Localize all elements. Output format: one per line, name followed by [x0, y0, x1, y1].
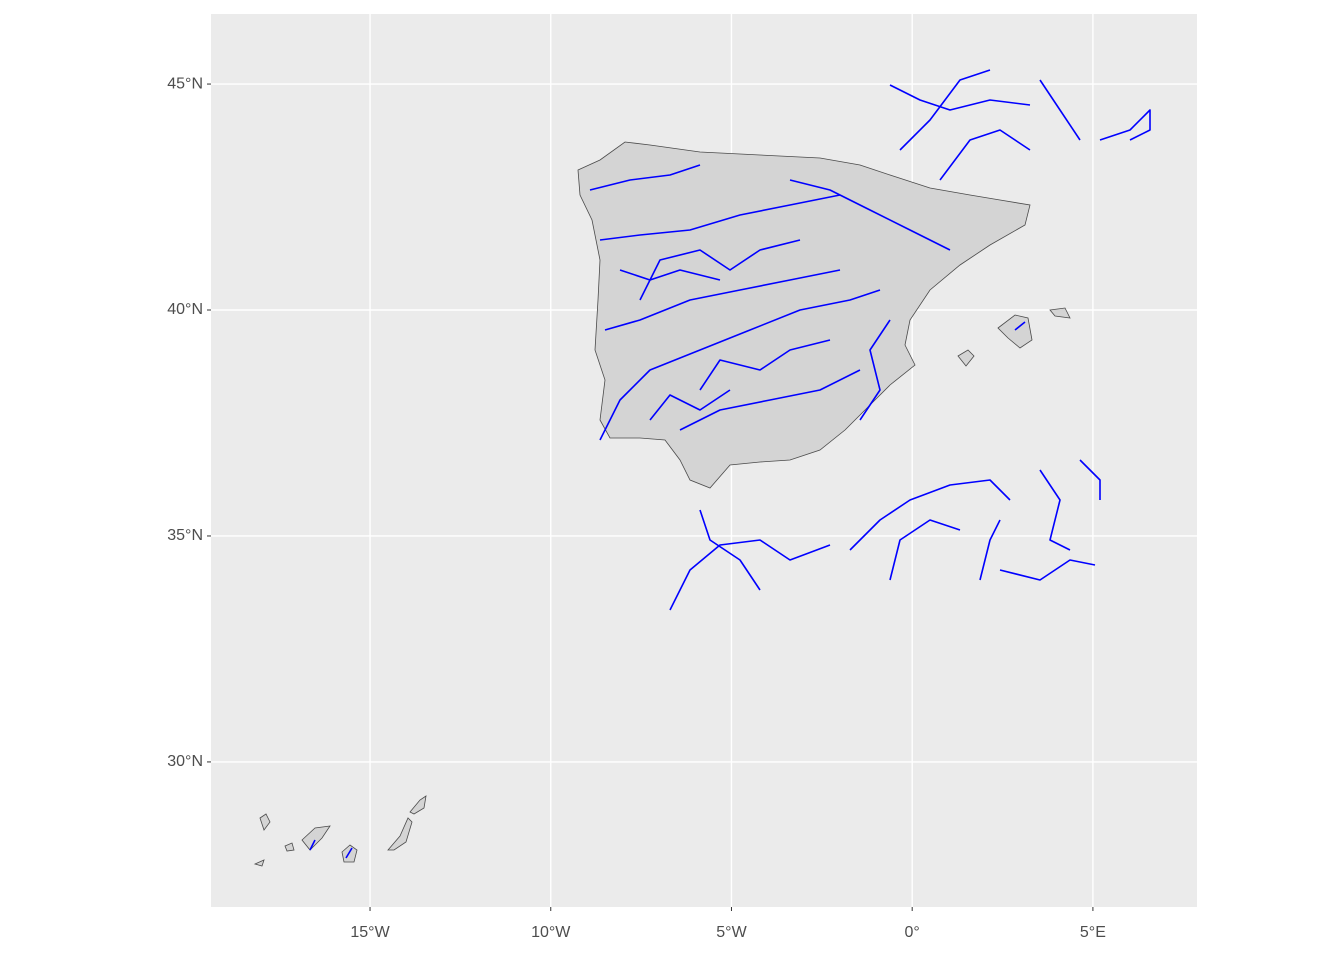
river [979, 519, 1001, 581]
iberia [577, 141, 1031, 489]
tenerife [301, 825, 331, 851]
river [889, 84, 1031, 111]
river [999, 559, 1096, 581]
river [604, 269, 841, 331]
x-tick-label: 0° [905, 924, 920, 941]
river [1039, 469, 1071, 551]
y-tick-label: 35°N [167, 527, 203, 544]
rivers [309, 69, 1151, 859]
river [849, 479, 1011, 551]
river [679, 369, 861, 431]
river [1079, 459, 1101, 500]
river [899, 69, 991, 151]
river [889, 519, 961, 581]
river [1039, 79, 1081, 141]
river [1099, 109, 1151, 141]
river [939, 129, 1031, 181]
x-tick-label: 10°W [531, 924, 571, 941]
river [599, 289, 881, 441]
fuerteventura [387, 817, 413, 851]
river [589, 164, 701, 191]
river [619, 269, 721, 281]
river [699, 339, 831, 391]
y-tick-label: 30°N [167, 753, 203, 770]
la-gomera [284, 842, 295, 852]
x-tick-label: 15°W [350, 924, 390, 941]
el-hierro [253, 859, 265, 867]
river [649, 389, 731, 421]
y-tick-label: 40°N [167, 301, 203, 318]
menorca [1049, 307, 1071, 319]
river [345, 847, 353, 859]
river [859, 319, 891, 421]
x-tick-label: 5°W [716, 924, 747, 941]
river [789, 179, 951, 251]
land [253, 141, 1071, 867]
river [309, 839, 316, 851]
river [669, 539, 831, 611]
x-tick-label: 5°E [1080, 924, 1106, 941]
river [1014, 321, 1026, 331]
ibiza [957, 349, 975, 367]
lanzarote [409, 795, 427, 815]
river [639, 239, 801, 301]
river [599, 194, 841, 241]
y-tick-label: 45°N [167, 75, 203, 92]
la-palma [259, 813, 271, 831]
river [699, 509, 761, 591]
